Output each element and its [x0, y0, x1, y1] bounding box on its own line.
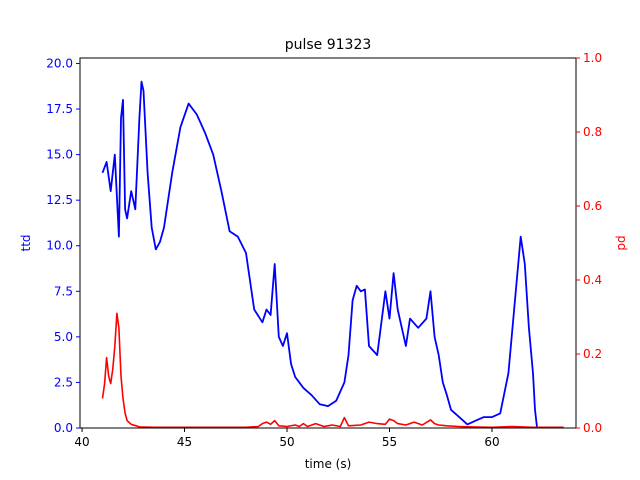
y-axis-left-label: ttd — [19, 234, 33, 251]
y-left-tick-label: 0.0 — [54, 421, 73, 435]
y-right-tick-label: 0.6 — [583, 199, 602, 213]
y-left-tick-label: 17.5 — [46, 102, 73, 116]
y-left-tick-label: 15.0 — [46, 148, 73, 162]
y-left-tick-label: 20.0 — [46, 56, 73, 70]
y-left-tick-label: 5.0 — [54, 330, 73, 344]
plot-background — [80, 58, 576, 428]
series-layer — [101, 80, 564, 429]
x-axis-label: time (s) — [305, 457, 352, 471]
y-axis-right: 0.0 0.2 0.4 0.6 0.8 1.0 — [576, 51, 602, 435]
y-right-tick-label: 1.0 — [583, 51, 602, 65]
x-tick-label: 55 — [382, 435, 397, 449]
y-right-tick-label: 0.0 — [583, 421, 602, 435]
x-tick-label: 45 — [177, 435, 192, 449]
y-left-tick-label: 2.5 — [54, 375, 73, 389]
y-axis-right-label: pd — [614, 235, 628, 250]
y-right-tick-label: 0.8 — [583, 125, 602, 139]
y-right-tick-label: 0.4 — [583, 273, 602, 287]
x-tick-label: 40 — [74, 435, 89, 449]
y-left-tick-label: 12.5 — [46, 193, 73, 207]
x-axis: 40 45 50 55 60 — [74, 428, 500, 449]
y-right-tick-label: 0.2 — [583, 347, 602, 361]
plot-area — [79, 57, 577, 429]
y-axis-left: 0.0 2.5 5.0 7.5 10.0 12.5 15.0 17.5 20.0 — [46, 56, 80, 435]
series-line-right — [101, 312, 564, 429]
y-left-tick-label: 7.5 — [54, 284, 73, 298]
y-left-tick-label: 10.0 — [46, 239, 73, 253]
chart-title: pulse 91323 — [285, 37, 372, 53]
x-tick-label: 50 — [279, 435, 294, 449]
x-tick-label: 60 — [484, 435, 499, 449]
plot-frame — [79, 57, 577, 429]
series-line-left — [101, 80, 538, 429]
